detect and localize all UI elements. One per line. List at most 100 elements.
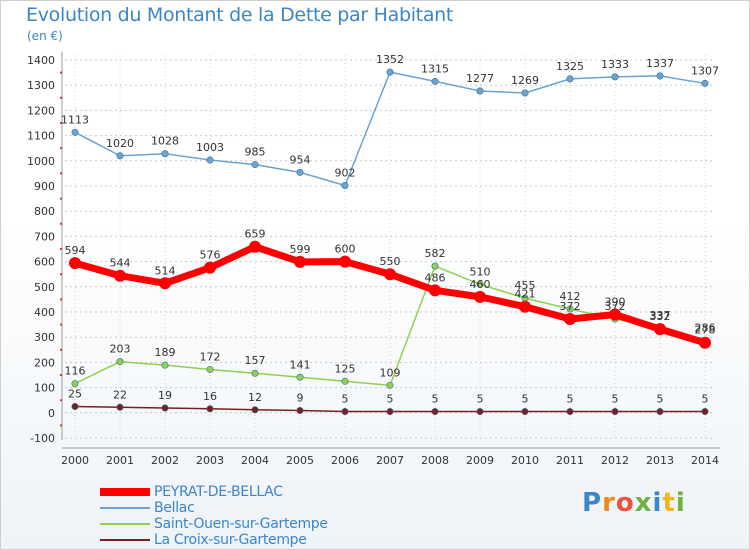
data-point-bellac bbox=[386, 68, 394, 76]
data-label-bellac: 1333 bbox=[601, 58, 629, 71]
y-minor-tick bbox=[60, 424, 62, 427]
legend-label-peyrat-de-bellac: PEYRAT-DE-BELLAC bbox=[154, 484, 283, 500]
data-point-saint-ouen-sur-gartempe bbox=[116, 358, 124, 366]
y-minor-tick bbox=[60, 348, 62, 351]
data-label-saint-ouen-sur-gartempe: 412 bbox=[560, 290, 581, 303]
y-tick-label: 1100 bbox=[27, 130, 55, 143]
data-label-peyrat-de-bellac: 599 bbox=[290, 243, 311, 256]
data-point-bellac bbox=[161, 150, 169, 158]
data-label-bellac: 1113 bbox=[61, 113, 89, 126]
data-label-saint-ouen-sur-gartempe: 141 bbox=[290, 358, 311, 371]
legend: PEYRAT-DE-BELLAC Bellac Saint-Ouen-sur-Gar… bbox=[100, 484, 328, 548]
data-label-la-croix-sur-gartempe: 5 bbox=[387, 393, 394, 406]
x-tick-label: 2013 bbox=[646, 454, 674, 467]
data-label-la-croix-sur-gartempe: 25 bbox=[68, 388, 82, 401]
data-point-peyrat-de-bellac bbox=[384, 268, 396, 281]
data-label-bellac: 1337 bbox=[646, 57, 674, 70]
data-label-peyrat-de-bellac: 332 bbox=[650, 310, 671, 323]
data-label-bellac: 1325 bbox=[556, 60, 584, 73]
data-label-la-croix-sur-gartempe: 5 bbox=[567, 393, 574, 406]
data-label-bellac: 1269 bbox=[511, 74, 539, 87]
data-label-bellac: 1307 bbox=[691, 64, 719, 77]
data-point-peyrat-de-bellac bbox=[699, 336, 711, 349]
y-minor-tick bbox=[60, 222, 62, 225]
logo-letter: o bbox=[615, 488, 635, 518]
x-tick-label: 2007 bbox=[376, 454, 404, 467]
data-label-peyrat-de-bellac: 390 bbox=[605, 296, 626, 309]
x-tick-label: 2006 bbox=[331, 454, 359, 467]
data-point-saint-ouen-sur-gartempe bbox=[71, 380, 79, 388]
data-point-la-croix-sur-gartempe bbox=[161, 404, 169, 412]
logo-letter: r bbox=[602, 488, 616, 518]
y-tick-label: 500 bbox=[34, 281, 55, 294]
y-minor-tick bbox=[60, 71, 62, 74]
legend-label-la-croix-sur-gartempe: La Croix-sur-Gartempe bbox=[154, 532, 307, 548]
data-point-bellac bbox=[431, 77, 439, 85]
legend-item-la-croix-sur-gartempe: La Croix-sur-Gartempe bbox=[100, 532, 328, 548]
data-point-bellac bbox=[116, 152, 124, 160]
logo-letter: P bbox=[582, 488, 603, 518]
x-tick-label: 2005 bbox=[286, 454, 314, 467]
data-point-saint-ouen-sur-gartempe bbox=[341, 377, 349, 385]
x-tick-label: 2000 bbox=[61, 454, 89, 467]
data-point-bellac bbox=[476, 87, 484, 95]
x-tick-label: 2012 bbox=[601, 454, 629, 467]
data-label-saint-ouen-sur-gartempe: 455 bbox=[515, 279, 536, 292]
y-minor-tick bbox=[60, 147, 62, 150]
data-label-bellac: 1020 bbox=[106, 137, 134, 150]
data-label-saint-ouen-sur-gartempe: 157 bbox=[245, 354, 266, 367]
data-label-peyrat-de-bellac: 486 bbox=[425, 271, 446, 284]
data-point-peyrat-de-bellac bbox=[654, 323, 666, 336]
legend-item-bellac: Bellac bbox=[100, 500, 328, 516]
y-tick-label: 600 bbox=[34, 256, 55, 269]
data-point-bellac bbox=[611, 73, 619, 81]
data-label-la-croix-sur-gartempe: 5 bbox=[522, 393, 529, 406]
data-point-peyrat-de-bellac bbox=[519, 300, 531, 313]
data-label-la-croix-sur-gartempe: 9 bbox=[297, 392, 304, 405]
legend-swatch-bellac bbox=[100, 507, 150, 509]
data-point-peyrat-de-bellac bbox=[474, 290, 486, 303]
y-minor-tick bbox=[60, 172, 62, 175]
data-label-saint-ouen-sur-gartempe: 337 bbox=[650, 309, 671, 322]
data-point-peyrat-de-bellac bbox=[159, 277, 171, 290]
chart-title: Evolution du Montant de la Dette par Hab… bbox=[26, 4, 454, 26]
data-point-la-croix-sur-gartempe bbox=[431, 408, 439, 416]
data-point-bellac bbox=[521, 89, 529, 97]
data-point-la-croix-sur-gartempe bbox=[701, 408, 709, 416]
data-point-bellac bbox=[341, 181, 349, 189]
data-point-la-croix-sur-gartempe bbox=[521, 408, 529, 416]
data-point-peyrat-de-bellac bbox=[114, 269, 126, 282]
data-label-la-croix-sur-gartempe: 16 bbox=[203, 390, 217, 403]
y-tick-label: 1000 bbox=[27, 155, 55, 168]
data-point-la-croix-sur-gartempe bbox=[116, 403, 124, 411]
legend-label-saint-ouen-sur-gartempe: Saint-Ouen-sur-Gartempe bbox=[154, 516, 328, 532]
data-point-bellac bbox=[251, 161, 259, 169]
data-point-peyrat-de-bellac bbox=[204, 261, 216, 274]
legend-swatch-la-croix-sur-gartempe bbox=[100, 539, 150, 541]
data-point-bellac bbox=[566, 75, 574, 83]
x-tick-label: 2010 bbox=[511, 454, 539, 467]
x-tick-label: 2014 bbox=[691, 454, 719, 467]
data-label-la-croix-sur-gartempe: 19 bbox=[158, 389, 172, 402]
legend-item-peyrat-de-bellac: PEYRAT-DE-BELLAC bbox=[100, 484, 328, 500]
logo-letter: t bbox=[662, 488, 676, 518]
y-tick-label: 700 bbox=[34, 230, 55, 243]
data-point-la-croix-sur-gartempe bbox=[71, 402, 79, 410]
y-tick-label: 1400 bbox=[27, 54, 55, 67]
data-label-bellac: 1028 bbox=[151, 135, 179, 148]
data-point-saint-ouen-sur-gartempe bbox=[566, 305, 574, 313]
y-minor-tick bbox=[60, 197, 62, 200]
data-label-peyrat-de-bellac: 659 bbox=[245, 228, 266, 241]
data-label-saint-ouen-sur-gartempe: 116 bbox=[65, 365, 86, 378]
x-tick-label: 2004 bbox=[241, 454, 269, 467]
data-point-la-croix-sur-gartempe bbox=[251, 406, 259, 414]
logo-letter: i bbox=[675, 488, 686, 518]
data-point-saint-ouen-sur-gartempe bbox=[251, 369, 259, 377]
data-label-bellac: 954 bbox=[290, 153, 311, 166]
x-tick-label: 2002 bbox=[151, 454, 179, 467]
y-tick-label: 100 bbox=[34, 382, 55, 395]
data-point-saint-ouen-sur-gartempe bbox=[161, 361, 169, 369]
data-label-peyrat-de-bellac: 600 bbox=[335, 243, 356, 256]
y-tick-label: 0 bbox=[48, 407, 55, 420]
data-label-bellac: 985 bbox=[245, 146, 266, 159]
